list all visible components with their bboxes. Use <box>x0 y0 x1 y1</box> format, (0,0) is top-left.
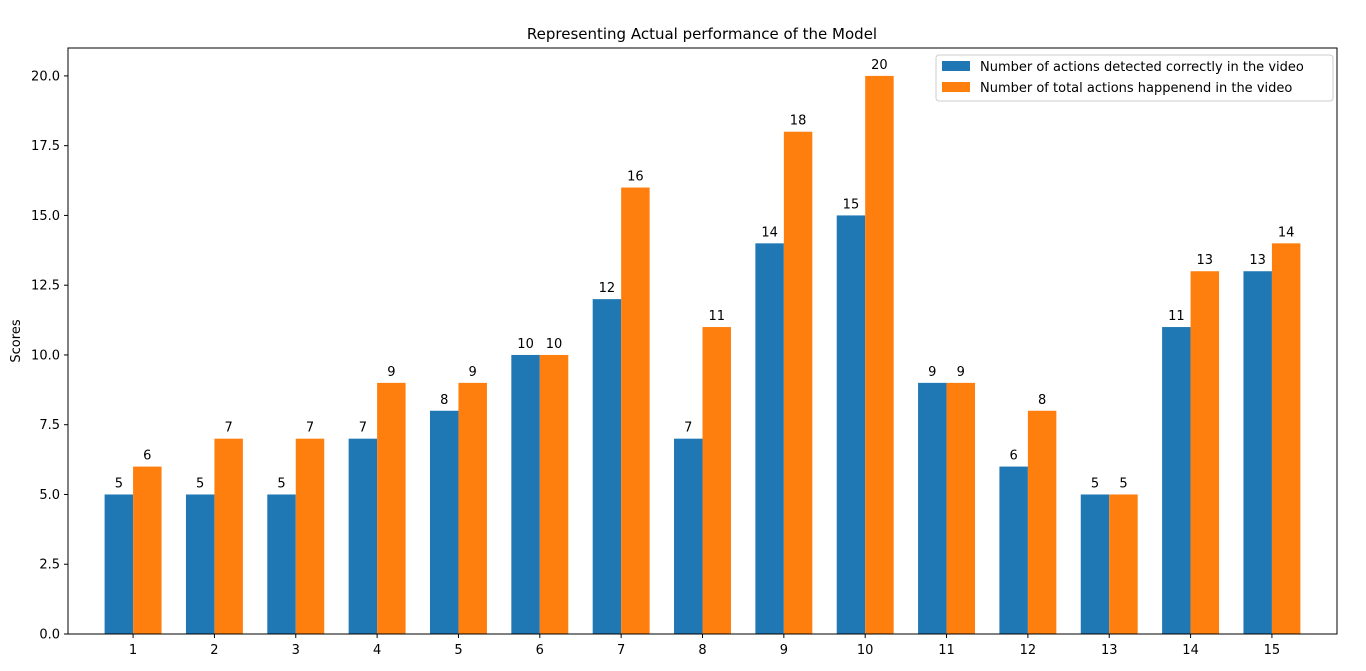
x-tick-label: 11 <box>938 643 955 658</box>
bar-value-label: 14 <box>761 225 778 240</box>
y-tick-label: 15.0 <box>31 209 60 224</box>
bar-series-2-cat-3 <box>295 438 325 634</box>
bar-series-2-cat-11 <box>946 382 976 634</box>
bar-value-label: 9 <box>957 365 965 380</box>
legend-swatch-2 <box>942 82 970 92</box>
x-tick-label: 14 <box>1182 643 1199 658</box>
bar-series-1-cat-10 <box>836 215 866 634</box>
x-tick-label: 10 <box>857 643 874 658</box>
bar-value-label: 20 <box>871 58 888 73</box>
legend-entry-2: Number of total actions happenend in the… <box>980 81 1292 96</box>
y-tick-label: 5.0 <box>39 488 60 503</box>
bar-value-label: 5 <box>1119 476 1127 491</box>
bar-series-1-cat-13 <box>1080 494 1110 634</box>
x-tick-label: 8 <box>698 643 706 658</box>
bar-value-label: 11 <box>1168 309 1185 324</box>
y-axis-label: Scores <box>9 319 24 362</box>
bar-series-1-cat-7 <box>592 299 622 634</box>
y-tick-label: 2.5 <box>39 558 60 573</box>
bar-series-2-cat-2 <box>214 438 243 634</box>
bar-value-label: 8 <box>440 393 448 408</box>
bar-series-2-cat-12 <box>1027 410 1057 634</box>
y-axis: 0.0 2.5 5.0 7.5 10.0 12.5 15.0 17.5 20.0 <box>31 69 68 643</box>
y-tick-label: 7.5 <box>39 418 60 433</box>
bar-value-label: 9 <box>387 365 395 380</box>
bar-series-2-cat-6 <box>539 354 569 634</box>
bars-group <box>104 75 1301 635</box>
x-tick-label: 1 <box>129 643 137 658</box>
bar-value-label: 9 <box>928 365 936 380</box>
bar-series-1-cat-12 <box>999 466 1028 634</box>
x-tick-label: 15 <box>1264 643 1281 658</box>
bar-series-2-cat-8 <box>702 327 731 634</box>
legend-entry-1: Number of actions detected correctly in … <box>980 60 1304 75</box>
bar-labels-group: 5 5 5 7 8 10 12 7 14 15 9 6 5 11 13 6 7 7 9 9 10 16 11 18 20 9 8 5 1… <box>115 58 1295 492</box>
bar-series-1-cat-3 <box>267 494 296 634</box>
bar-value-label: 10 <box>517 337 534 352</box>
y-tick-label: 20.0 <box>31 69 60 84</box>
y-tick-label: 12.5 <box>31 279 60 294</box>
bar-value-label: 7 <box>684 421 692 436</box>
bar-value-label: 6 <box>143 449 151 464</box>
bar-value-label: 5 <box>115 476 123 491</box>
y-tick-label: 0.0 <box>39 628 60 643</box>
bar-value-label: 5 <box>1091 476 1099 491</box>
bar-value-label: 13 <box>1197 253 1214 268</box>
bar-series-1-cat-5 <box>429 410 459 634</box>
bar-series-2-cat-13 <box>1109 494 1138 634</box>
bar-series-2-cat-9 <box>783 131 813 634</box>
bar-series-1-cat-6 <box>511 354 540 634</box>
bar-value-label: 6 <box>1010 449 1018 464</box>
bar-series-1-cat-14 <box>1162 327 1191 634</box>
bar-value-label: 7 <box>225 421 233 436</box>
legend: Number of actions detected correctly in … <box>935 54 1334 102</box>
bar-series-2-cat-4 <box>377 382 406 634</box>
y-tick-label: 17.5 <box>31 139 60 154</box>
bar-value-label: 16 <box>627 170 644 185</box>
bar-value-label: 14 <box>1278 225 1295 240</box>
bar-series-2-cat-5 <box>458 382 487 634</box>
bar-value-label: 9 <box>469 365 477 380</box>
bar-value-label: 5 <box>277 476 285 491</box>
bar-series-1-cat-9 <box>755 243 784 635</box>
bar-value-label: 7 <box>359 421 367 436</box>
x-axis: 1 2 3 4 5 6 7 8 9 10 11 12 13 14 15 <box>129 634 1280 658</box>
bar-value-label: 8 <box>1038 393 1046 408</box>
bar-value-label: 7 <box>306 421 314 436</box>
chart-title: Representing Actual performance of the M… <box>527 25 877 43</box>
bar-series-2-cat-7 <box>621 187 650 634</box>
bar-value-label: 15 <box>843 197 860 212</box>
bar-series-1-cat-11 <box>918 382 947 634</box>
bar-value-label: 13 <box>1249 253 1266 268</box>
bar-series-2-cat-14 <box>1190 271 1220 634</box>
x-tick-label: 6 <box>536 643 544 658</box>
bar-value-label: 11 <box>708 309 725 324</box>
x-tick-label: 13 <box>1101 643 1118 658</box>
x-tick-label: 2 <box>210 643 218 658</box>
x-tick-label: 9 <box>780 643 788 658</box>
bar-series-2-cat-1 <box>133 466 162 634</box>
x-tick-label: 4 <box>373 643 381 658</box>
bar-series-1-cat-2 <box>185 494 215 634</box>
bar-series-1-cat-8 <box>674 438 703 634</box>
plot-area-frame <box>67 47 1338 635</box>
bar-series-1-cat-1 <box>104 494 134 634</box>
bar-value-label: 10 <box>546 337 563 352</box>
y-tick-label: 10.0 <box>31 348 60 363</box>
bar-value-label: 12 <box>599 281 616 296</box>
bar-value-label: 18 <box>790 114 807 129</box>
bar-series-2-cat-15 <box>1271 243 1301 635</box>
legend-swatch-1 <box>942 61 970 71</box>
bar-series-1-cat-15 <box>1243 271 1272 634</box>
bar-series-2-cat-10 <box>865 75 894 634</box>
x-tick-label: 12 <box>1020 643 1037 658</box>
bar-value-label: 5 <box>196 476 204 491</box>
x-tick-label: 3 <box>292 643 300 658</box>
x-tick-label: 5 <box>454 643 462 658</box>
legend-box <box>935 54 1334 102</box>
x-tick-label: 7 <box>617 643 625 658</box>
bar-series-1-cat-4 <box>348 438 378 634</box>
